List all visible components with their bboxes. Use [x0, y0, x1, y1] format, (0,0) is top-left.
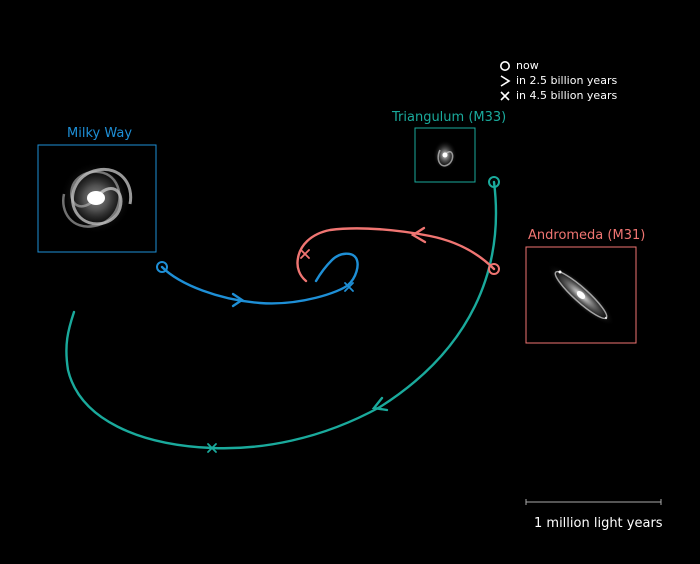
legend-2.5by-text: in 2.5 billion years	[516, 74, 618, 87]
andromeda-4.5by-marker	[300, 249, 310, 259]
andromeda-now-marker	[488, 263, 500, 275]
milky-way-now-marker	[156, 261, 168, 273]
andromeda-2.5by-marker	[410, 226, 427, 244]
scale-bar-label: 1 million light years	[534, 516, 663, 531]
circle-icon	[499, 60, 510, 71]
legend-4.5by-text: in 4.5 billion years	[516, 89, 618, 102]
cross-icon	[500, 91, 510, 101]
triangulum-orbit	[65, 176, 500, 453]
milky-way-orbit	[156, 252, 359, 308]
chevron-icon	[500, 75, 511, 87]
milky-way-4.5by-marker	[344, 282, 354, 292]
triangulum-2.5by-marker	[371, 396, 389, 412]
andromeda-label: Andromeda (M31)	[528, 228, 646, 243]
triangulum-image	[414, 127, 476, 183]
andromeda-image	[525, 246, 637, 344]
triangulum-now-marker	[488, 176, 500, 188]
milky-way-2.5by-marker	[231, 292, 245, 308]
milky-way-image	[37, 144, 157, 253]
milky-way-label: Milky Way	[67, 126, 133, 141]
legend-symbols	[499, 60, 511, 101]
triangulum-label: Triangulum (M33)	[392, 110, 507, 125]
scale-bar	[525, 499, 662, 505]
legend-now-text: now	[516, 59, 539, 72]
andromeda-orbit	[296, 226, 500, 283]
triangulum-4.5by-marker	[207, 443, 217, 453]
